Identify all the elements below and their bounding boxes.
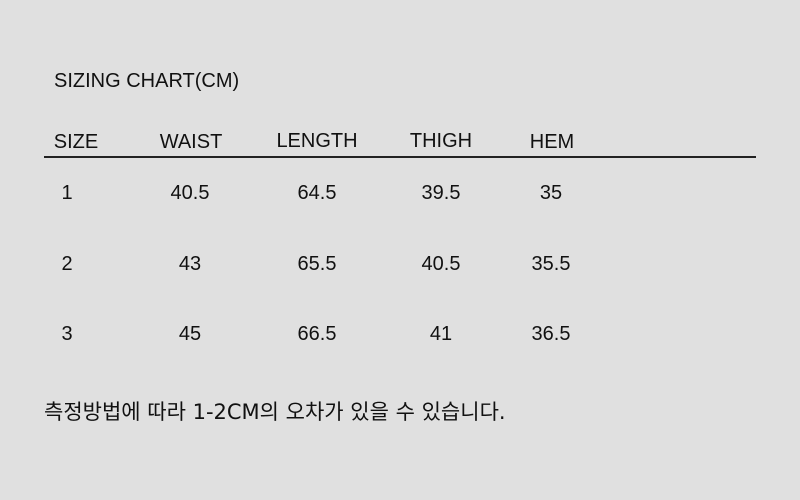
page-title: SIZING CHART(CM) (54, 70, 240, 92)
header-length: LENGTH (276, 130, 358, 152)
header-hem: HEM (529, 131, 575, 153)
cell-thigh: 41 (429, 323, 453, 345)
header-divider (44, 156, 756, 158)
cell-thigh: 39.5 (421, 182, 461, 204)
cell-length: 64.5 (297, 182, 337, 204)
cell-waist: 40.5 (170, 182, 210, 204)
cell-size: 3 (61, 323, 73, 345)
header-thigh: THIGH (409, 130, 473, 152)
header-size: SIZE (53, 131, 99, 153)
cell-length: 65.5 (297, 253, 337, 275)
cell-hem: 36.5 (531, 323, 571, 345)
cell-hem: 35.5 (531, 253, 571, 275)
cell-waist: 45 (178, 323, 202, 345)
cell-thigh: 40.5 (421, 253, 461, 275)
cell-size: 2 (61, 253, 73, 275)
cell-size: 1 (61, 182, 73, 204)
cell-length: 66.5 (297, 323, 337, 345)
cell-hem: 35 (539, 182, 563, 204)
cell-waist: 43 (178, 253, 202, 275)
header-waist: WAIST (159, 131, 223, 153)
measurement-note: 측정방법에 따라 1-2CM의 오차가 있을 수 있습니다. (44, 400, 506, 424)
